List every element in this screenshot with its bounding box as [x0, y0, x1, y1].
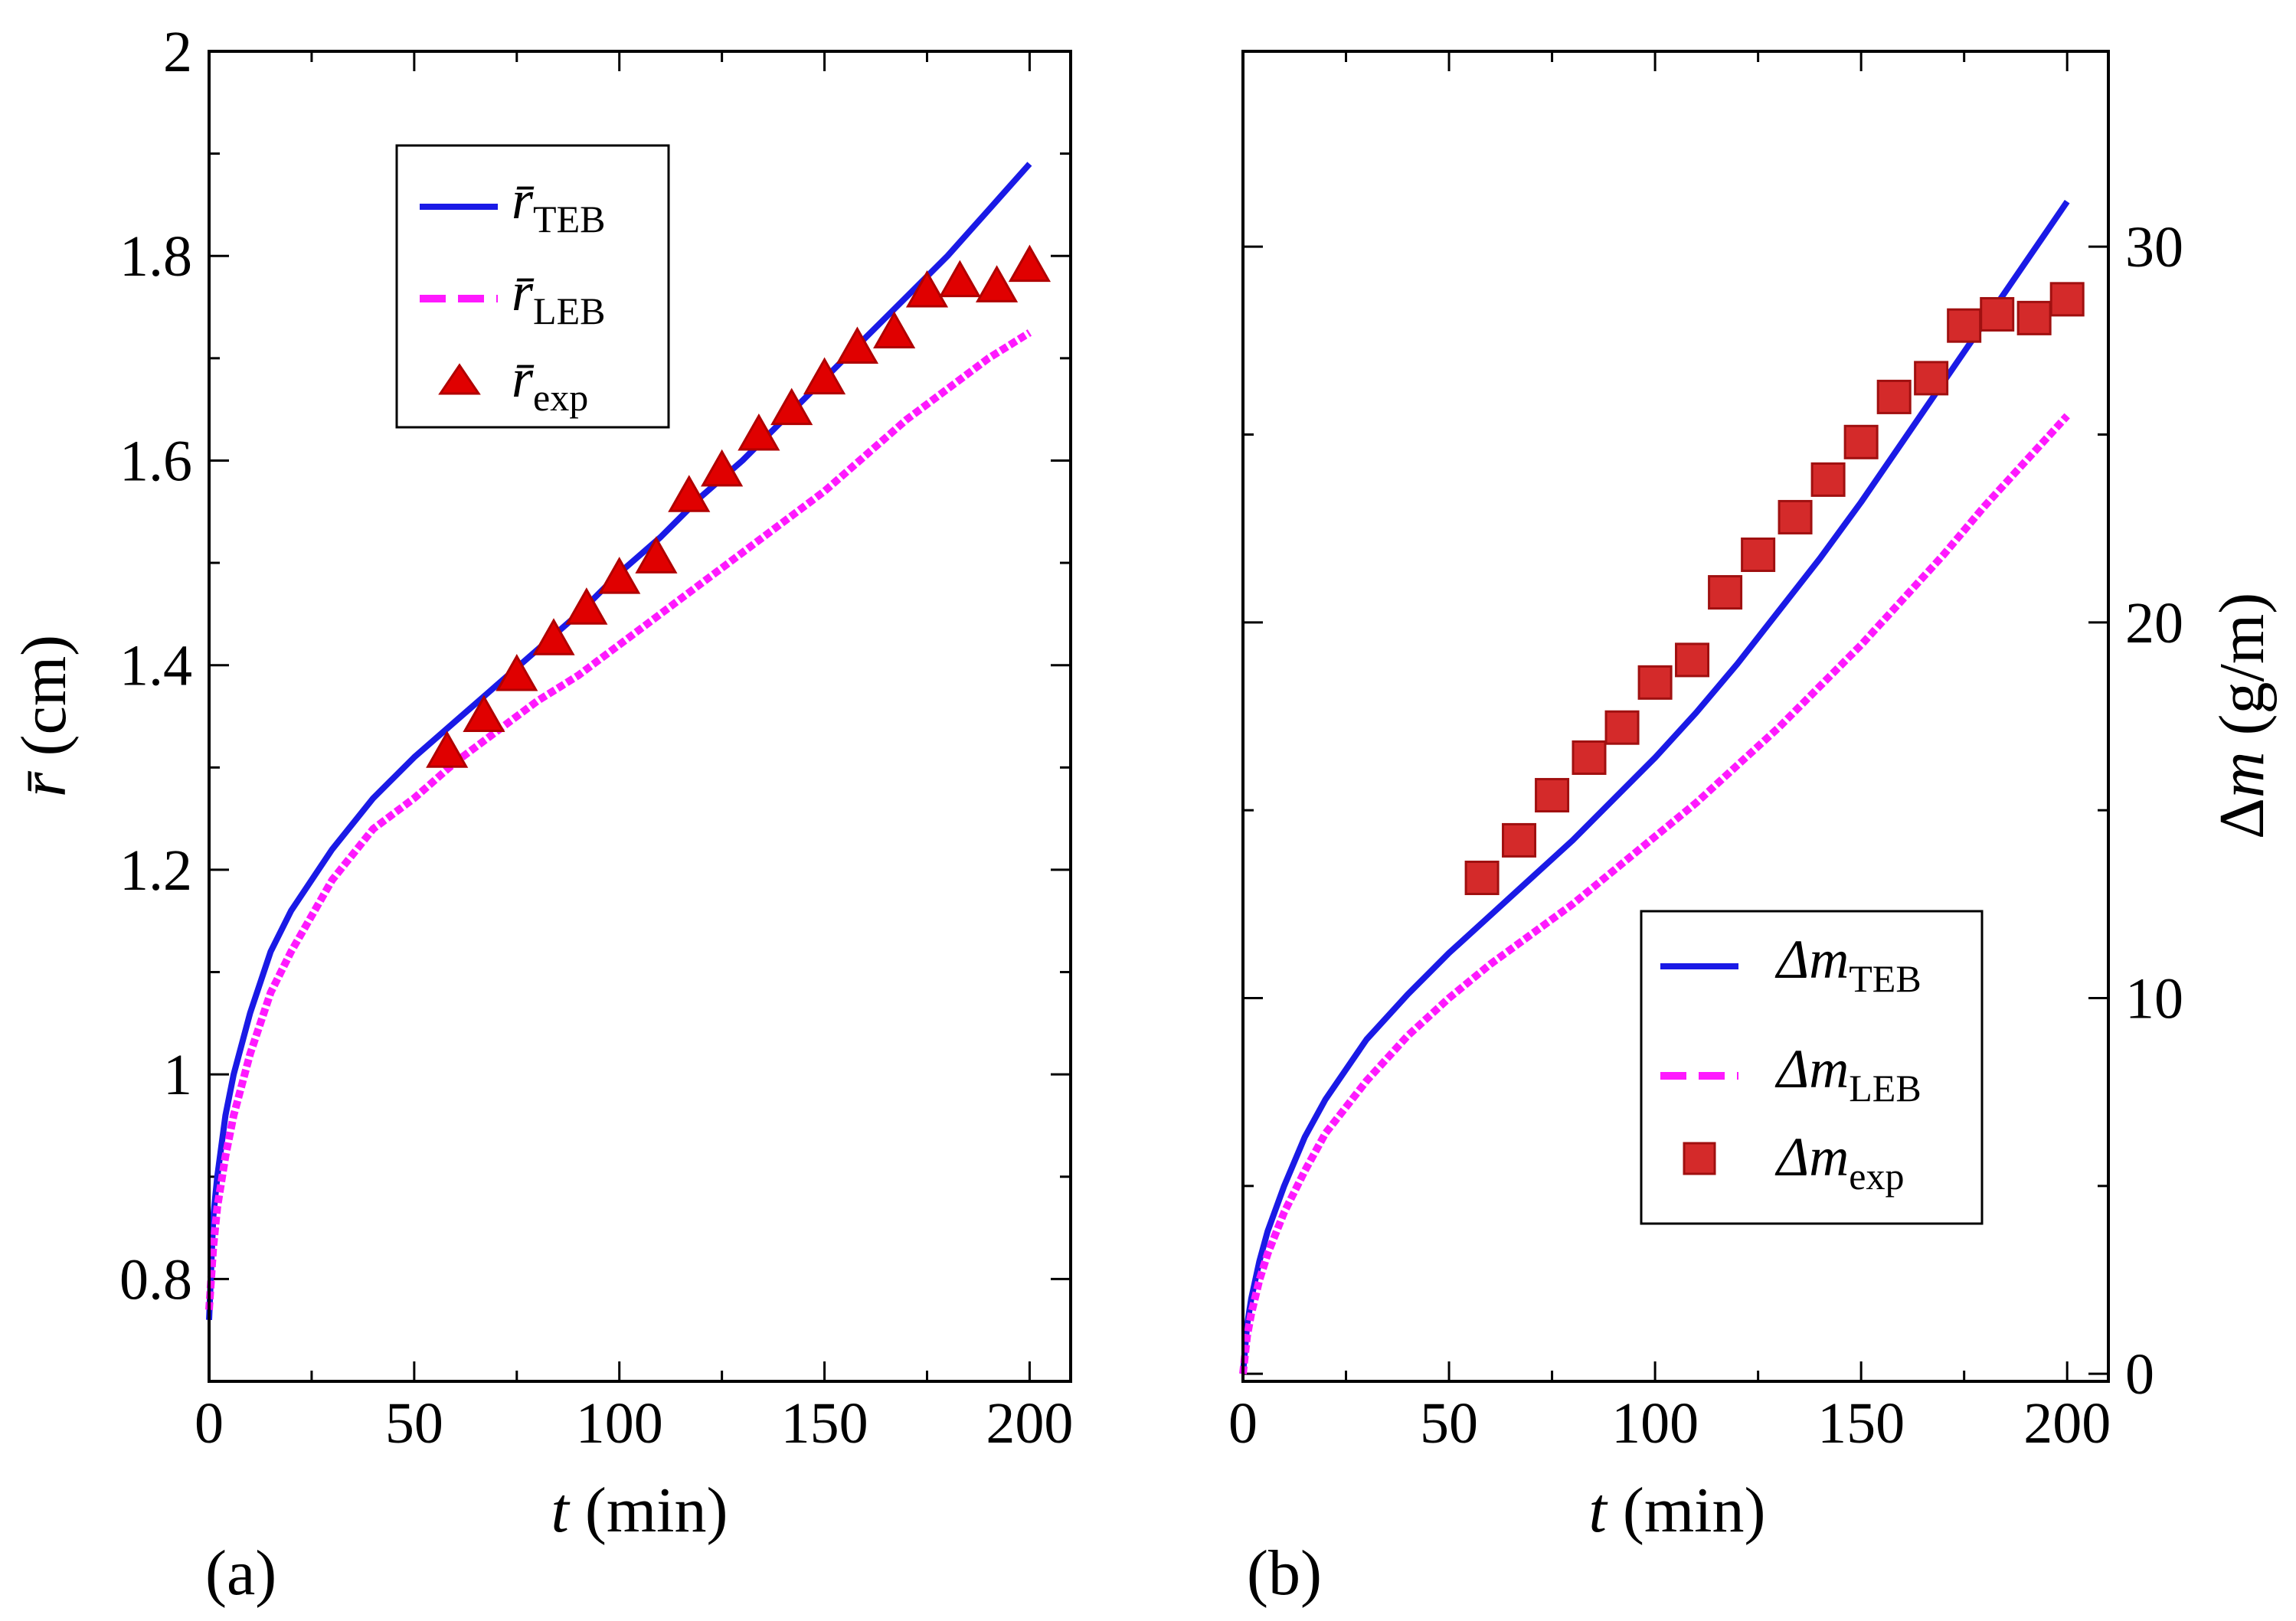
exp-marker	[905, 270, 949, 308]
exp-marker	[635, 536, 678, 574]
exp-marker	[1914, 361, 1949, 396]
y-tick-label: 20	[2125, 591, 2183, 655]
panel-a-x-axis-label: t (min)	[551, 1475, 728, 1546]
y-tick-label: 2	[163, 20, 192, 84]
exp-marker	[1980, 296, 2015, 332]
exp-marker	[1876, 379, 1912, 414]
y-tick-label: 0.8	[119, 1247, 192, 1312]
series-leb-line	[205, 329, 1032, 1310]
exp-marker	[1464, 860, 1500, 895]
x-tick-label: 0	[195, 1391, 224, 1456]
panel-a-ticks	[208, 50, 1071, 1381]
exp-marker	[770, 387, 813, 426]
panel-a-legend-box	[395, 144, 670, 429]
panel-a-tick-labels: 0 50 100 150 200 0.8 1 1.2 1.4 1.6 1.8 2	[119, 20, 1073, 1456]
x-tick-label: 100	[576, 1391, 663, 1456]
exp-marker	[873, 311, 916, 348]
y-tick-label: 10	[2125, 967, 2183, 1031]
exp-marker	[1572, 740, 1607, 775]
y-tick-label: 1.6	[119, 429, 192, 493]
exp-marker	[2016, 300, 2052, 335]
y-tick-label: 30	[2125, 215, 2183, 279]
panel-a-series	[205, 162, 1052, 1320]
panel-b-label: (b)	[1247, 1538, 1322, 1609]
exp-marker	[1637, 665, 1673, 700]
panel-b-legend-teb-label: ΔmTEB	[1774, 929, 1922, 1000]
panel-a-legend-exp-label: r̄exp	[512, 348, 588, 419]
exp-marker	[598, 557, 641, 594]
exp-marker	[1741, 538, 1776, 573]
panel-b-plot-frame	[1241, 50, 2110, 1383]
panel-a: 0 50 100 150 200 0.8 1 1.2 1.4 1.6 1.8 2 t (min) r̄…	[8, 20, 1073, 1609]
exp-marker	[1778, 499, 1813, 534]
x-tick-label: 0	[1228, 1391, 1258, 1456]
x-tick-label: 50	[1420, 1391, 1478, 1456]
exp-marker	[565, 587, 608, 625]
panel-b-legend-exp-swatch	[1683, 1142, 1716, 1175]
exp-marker	[1502, 822, 1537, 858]
panel-a-legend: r̄TEB r̄LEB r̄exp	[395, 144, 670, 429]
exp-marker	[1008, 244, 1052, 283]
exp-marker	[1708, 575, 1743, 610]
y-tick-label: 0	[2125, 1342, 2154, 1407]
exp-marker	[463, 694, 505, 732]
x-tick-label: 100	[1611, 1391, 1699, 1456]
y-tick-label: 1.4	[119, 634, 192, 698]
panel-b-series	[1239, 200, 2085, 1374]
panel-b-legend: ΔmTEB ΔmLEB Δmexp	[1640, 910, 1984, 1225]
panel-a-legend-exp-swatch	[438, 363, 481, 395]
exp-marker	[1604, 710, 1640, 745]
panel-b-legend-leb-label: ΔmLEB	[1774, 1038, 1922, 1110]
y-tick-label: 1.8	[119, 224, 192, 289]
x-tick-label: 200	[986, 1391, 1073, 1456]
panel-a-legend-teb-label: r̄TEB	[512, 169, 605, 240]
exp-marker	[668, 475, 711, 512]
panel-b-legend-exp-label: Δmexp	[1774, 1126, 1904, 1198]
exp-marker	[496, 654, 538, 691]
exp-marker	[836, 326, 879, 364]
exp-marker	[426, 730, 469, 768]
y-tick-label: 1	[163, 1043, 192, 1107]
panel-a-legend-leb-label: r̄LEB	[512, 261, 605, 332]
exp-marker	[803, 357, 846, 395]
panel-a-plot-frame	[208, 50, 1072, 1383]
x-tick-label: 50	[385, 1391, 443, 1456]
y-tick-label: 1.2	[119, 838, 192, 903]
exp-marker	[1810, 462, 1846, 497]
exp-marker	[701, 449, 744, 487]
x-tick-label: 200	[2023, 1391, 2111, 1456]
panel-a-label: (a)	[205, 1538, 276, 1609]
series-teb-line	[1240, 200, 2070, 1374]
exp-marker	[738, 413, 780, 451]
exp-marker	[1535, 778, 1570, 813]
exp-marker	[975, 265, 1019, 302]
x-tick-label: 150	[1817, 1391, 1905, 1456]
exp-marker	[532, 618, 575, 655]
exp-marker	[1947, 308, 1982, 343]
panel-b-x-axis-label: t (min)	[1589, 1475, 1766, 1546]
x-tick-label: 150	[781, 1391, 868, 1456]
exp-marker	[2049, 282, 2085, 317]
panel-a-y-axis-label: r̄ (cm)	[8, 635, 80, 797]
exp-marker	[1675, 642, 1710, 678]
exp-marker	[1843, 424, 1879, 459]
panel-b-y-axis-label: Δm (g/m)	[2206, 593, 2278, 839]
exp-marker	[938, 260, 981, 298]
series-leb-line	[1239, 413, 2070, 1374]
